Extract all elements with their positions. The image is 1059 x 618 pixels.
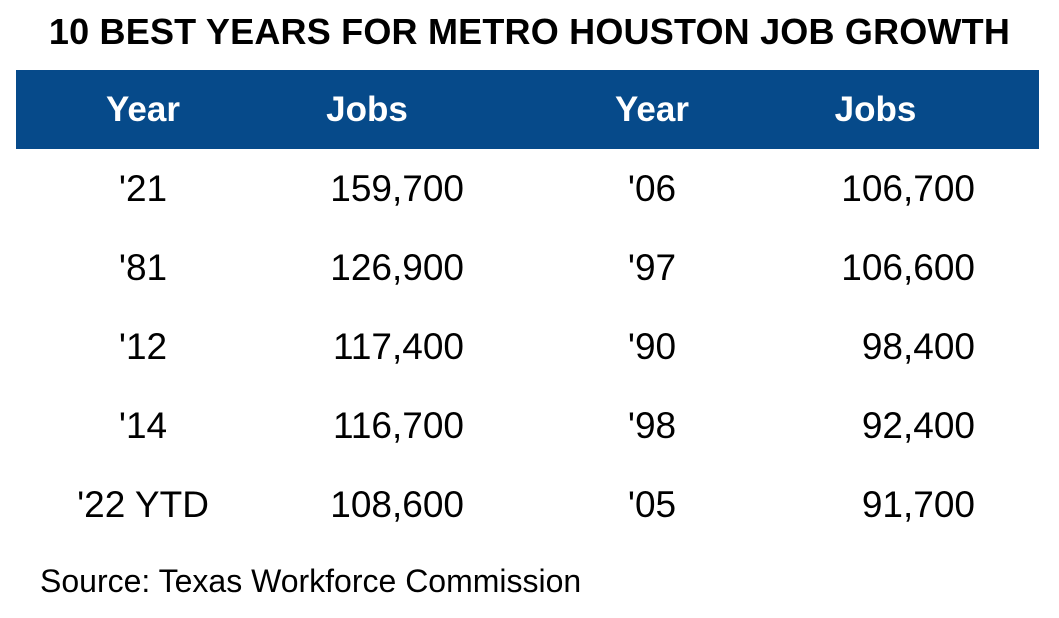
header-jobs-left: Jobs <box>326 90 408 129</box>
year-cell: '21 <box>118 168 168 209</box>
table-row: '81 126,900 '97 106,600 <box>16 228 1039 307</box>
year-cell: '14 <box>118 405 168 446</box>
table-row: '21 159,700 '06 106,700 <box>16 149 1039 228</box>
header-year-right: Year <box>615 90 689 129</box>
jobs-cell: 117,400 <box>333 326 464 367</box>
header-jobs-right: Jobs <box>834 90 917 129</box>
year-cell: '22 YTD <box>77 484 209 525</box>
job-growth-table: Year Jobs Year Jobs '21 159,700 '06 106,… <box>16 70 1039 544</box>
year-cell: '05 <box>627 484 677 525</box>
year-cell: '90 <box>627 326 677 367</box>
jobs-cell: 126,900 <box>330 247 464 288</box>
jobs-cell: 106,700 <box>841 168 975 209</box>
jobs-cell: 116,700 <box>333 405 464 446</box>
chart-title: 10 BEST YEARS FOR METRO HOUSTON JOB GROW… <box>48 11 1011 52</box>
source-note: Source: Texas Workforce Commission <box>40 563 582 599</box>
year-cell: '06 <box>627 168 677 209</box>
year-cell: '97 <box>627 247 677 288</box>
jobs-cell: 98,400 <box>861 326 975 367</box>
jobs-cell: 92,400 <box>861 405 975 446</box>
jobs-cell: 91,700 <box>861 484 975 525</box>
header-year-left: Year <box>106 90 180 129</box>
year-cell: '98 <box>627 405 677 446</box>
jobs-cell: 106,600 <box>841 247 975 288</box>
table-row: '22 YTD 108,600 '05 91,700 <box>16 465 1039 544</box>
year-cell: '12 <box>118 326 168 367</box>
table-row: '12 117,400 '90 98,400 <box>16 307 1039 386</box>
table-row: '14 116,700 '98 92,400 <box>16 386 1039 465</box>
jobs-cell: 108,600 <box>330 484 464 525</box>
jobs-cell: 159,700 <box>330 168 464 209</box>
year-cell: '81 <box>118 247 168 288</box>
table-header: Year Jobs Year Jobs <box>16 70 1039 149</box>
